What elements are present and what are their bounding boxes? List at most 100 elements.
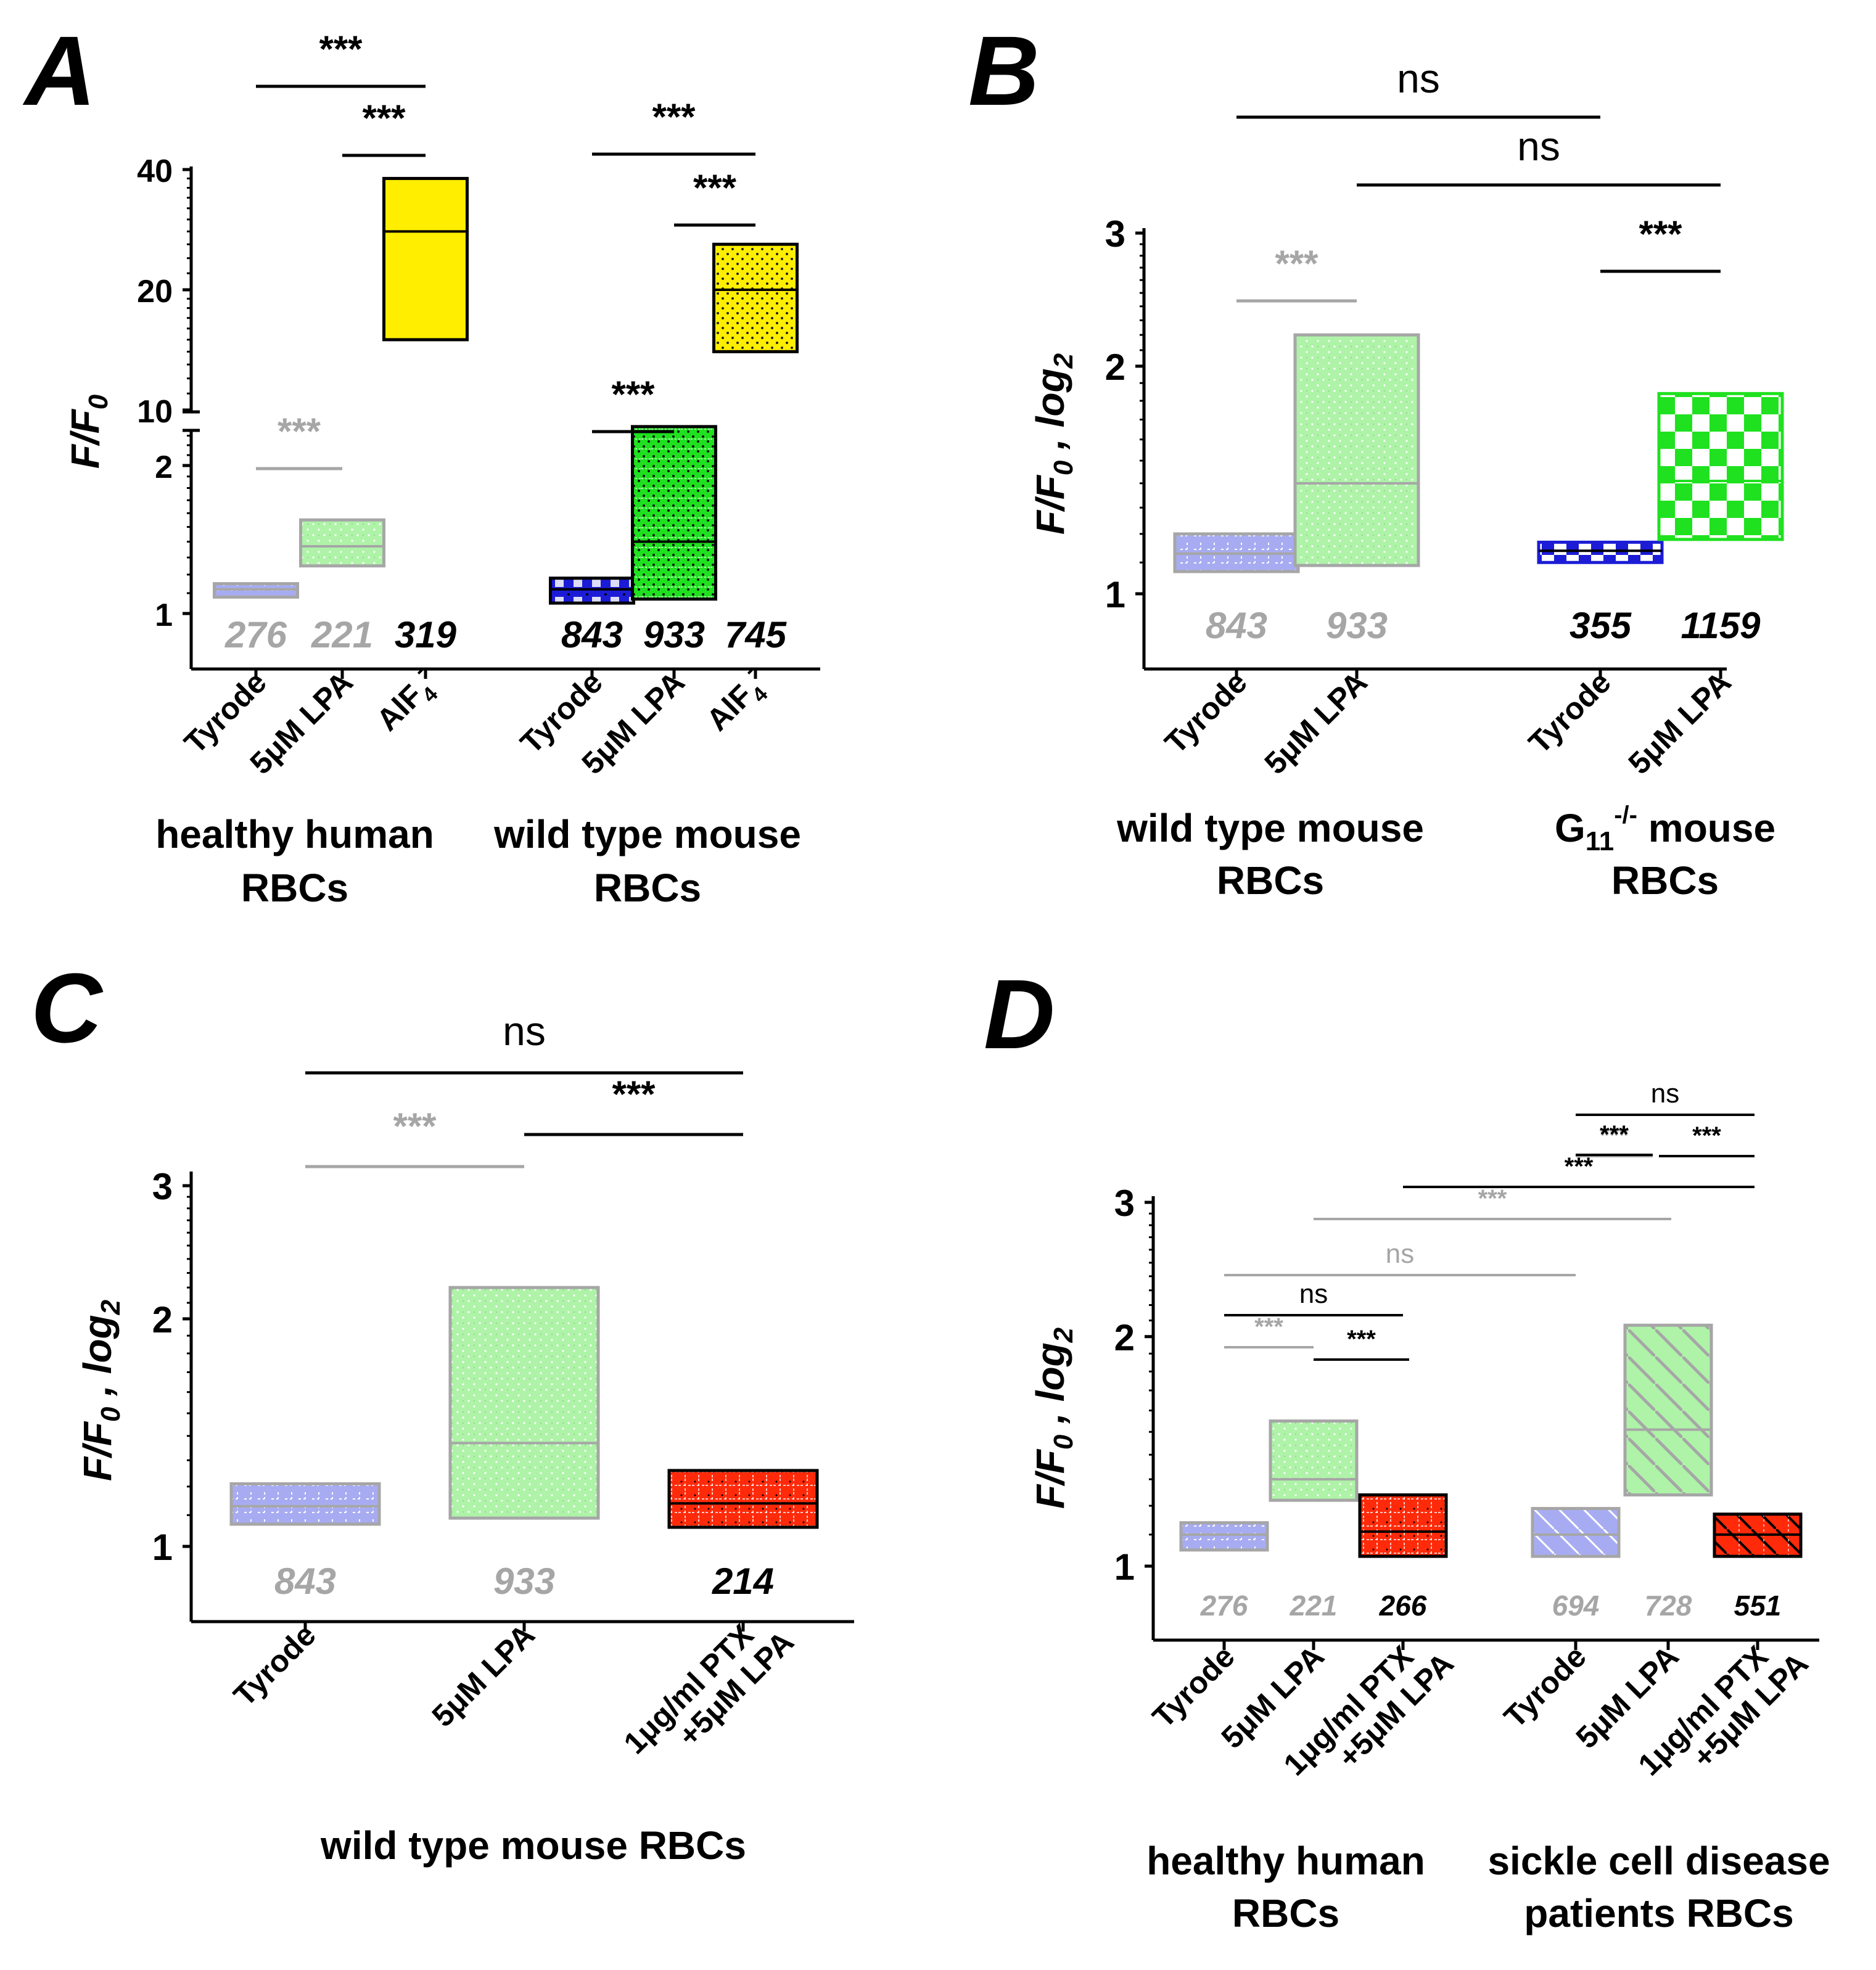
n-label: 933 bbox=[643, 614, 705, 655]
panel-b: B F/F0 , log2 1 2 3 843 Tyrode 933 5μM LPA 355 T… bbox=[968, 15, 1784, 903]
y-tick-label: 3 bbox=[152, 1166, 173, 1207]
category-label: 1μg/ml PTX+5μM LPA bbox=[617, 1601, 800, 1784]
category-label: Tyrode bbox=[1497, 1639, 1593, 1734]
panel-b-marks: 1 2 3 843 Tyrode 933 5μM LPA 355 Tyrode 1159 5μM L… bbox=[1105, 55, 1784, 781]
panel-a-letter: A bbox=[22, 15, 96, 126]
significance-label: *** bbox=[1275, 243, 1319, 284]
y-tick-label: 10 bbox=[137, 394, 173, 430]
panel-d-ylabel: F/F0 , log2 bbox=[1028, 1327, 1079, 1509]
significance-label: *** bbox=[1600, 1121, 1629, 1148]
y-tick-label: 1 bbox=[155, 597, 173, 633]
y-tick-label: 3 bbox=[1105, 213, 1125, 255]
y-tick-label: 1 bbox=[1105, 574, 1125, 615]
n-label: 933 bbox=[493, 1561, 555, 1602]
significance-label: ns bbox=[1397, 55, 1440, 101]
significance-label: *** bbox=[611, 374, 655, 415]
significance-label: *** bbox=[362, 97, 406, 139]
y-tick-label: 1 bbox=[152, 1527, 173, 1568]
n-label: 355 bbox=[1570, 605, 1632, 646]
box bbox=[1358, 1493, 1448, 1558]
significance-label: *** bbox=[1600, 1122, 1629, 1149]
box bbox=[229, 1482, 381, 1526]
panel-d-group-label-2: sickle cell disease bbox=[1487, 1839, 1830, 1883]
panel-b-group-label-1: wild type mouse bbox=[1116, 806, 1424, 850]
y-tick-label: 20 bbox=[137, 274, 173, 310]
significance-label: *** bbox=[278, 411, 321, 452]
panel-b-ylabel: F/F0 , log2 bbox=[1028, 353, 1079, 535]
n-label: 221 bbox=[311, 614, 373, 655]
panel-b-group-label-2: G11-/- mouse bbox=[1555, 802, 1775, 856]
box bbox=[1293, 333, 1420, 567]
n-label: 745 bbox=[725, 614, 788, 655]
significance-label: ns bbox=[1517, 123, 1560, 169]
panel-c-letter: C bbox=[31, 953, 104, 1063]
n-label: 843 bbox=[561, 614, 623, 655]
n-label: 694 bbox=[1552, 1590, 1600, 1622]
category-label: Tyrode bbox=[1522, 665, 1618, 760]
significance-label: *** bbox=[1478, 1185, 1507, 1212]
significance-label: *** bbox=[319, 28, 363, 70]
panel-c: C F/F0 , log2 1 2 3 843 Tyrode 933 5μM LPA 2141… bbox=[31, 953, 854, 1868]
n-label: 1159 bbox=[1681, 605, 1761, 646]
n-label: 266 bbox=[1379, 1590, 1427, 1622]
panel-b-letter: B bbox=[968, 15, 1040, 126]
panel-d-group-label-1: healthy human bbox=[1146, 1839, 1425, 1883]
y-tick-label: 2 bbox=[1114, 1317, 1135, 1358]
box bbox=[1537, 540, 1664, 564]
category-label-line: AlF bbox=[370, 678, 430, 738]
box bbox=[1531, 1507, 1621, 1558]
n-label: 276 bbox=[224, 614, 287, 655]
category-label: 5μM LPA bbox=[426, 1617, 541, 1733]
significance-label: ns bbox=[1299, 1279, 1328, 1309]
category-label-line: 5μM LPA bbox=[1258, 665, 1374, 781]
y-tick-label: 2 bbox=[155, 449, 173, 485]
box bbox=[712, 242, 799, 353]
panel-c-ylabel: F/F0 , log2 bbox=[75, 1299, 126, 1481]
box bbox=[1657, 392, 1784, 541]
n-label: 933 bbox=[1326, 605, 1388, 646]
n-label: 843 bbox=[274, 1561, 336, 1602]
significance-label: *** bbox=[612, 1073, 656, 1115]
significance-label: ns bbox=[503, 1008, 546, 1054]
significance-label: *** bbox=[652, 96, 696, 137]
box bbox=[448, 1286, 600, 1520]
n-label: 214 bbox=[712, 1561, 774, 1602]
category-label-line: Tyrode bbox=[1158, 665, 1254, 760]
category-label-line: 5μM LPA bbox=[1622, 665, 1738, 781]
category-label: Tyrode bbox=[1158, 665, 1254, 760]
box bbox=[299, 518, 385, 568]
category-label-line: Tyrode bbox=[227, 1617, 323, 1713]
n-label: 728 bbox=[1645, 1590, 1692, 1622]
panel-b-group-label-1b: RBCs bbox=[1217, 858, 1324, 903]
panel-b-group-label-2b: RBCs bbox=[1611, 858, 1719, 903]
box bbox=[631, 425, 717, 601]
n-label: 221 bbox=[1290, 1590, 1338, 1622]
significance-label: *** bbox=[1347, 1326, 1376, 1353]
category-label: AlF4- bbox=[695, 660, 777, 742]
significance-label: *** bbox=[693, 167, 737, 208]
box bbox=[1269, 1419, 1359, 1502]
box bbox=[382, 176, 469, 342]
panel-a-group-label-2: wild type mouse bbox=[493, 812, 801, 856]
panel-d-letter: D bbox=[984, 959, 1055, 1069]
n-label: 319 bbox=[395, 614, 457, 655]
significance-label: *** bbox=[1692, 1122, 1721, 1149]
y-tick-label: 40 bbox=[137, 154, 173, 189]
category-label: 5μM LPA bbox=[1622, 665, 1738, 781]
y-tick-label: 2 bbox=[1105, 347, 1125, 388]
panel-c-group-label: wild type mouse RBCs bbox=[320, 1823, 746, 1868]
n-label: 551 bbox=[1734, 1590, 1782, 1622]
category-label-line: Tyrode bbox=[1522, 665, 1618, 760]
category-label-line: Tyrode bbox=[1497, 1639, 1593, 1734]
panel-d-group-label-1b: RBCs bbox=[1232, 1891, 1339, 1935]
significance-label: *** bbox=[393, 1106, 437, 1147]
y-tick-label: 2 bbox=[152, 1299, 173, 1340]
box bbox=[1623, 1323, 1713, 1496]
box bbox=[549, 577, 635, 605]
y-tick-label: 3 bbox=[1114, 1183, 1135, 1224]
